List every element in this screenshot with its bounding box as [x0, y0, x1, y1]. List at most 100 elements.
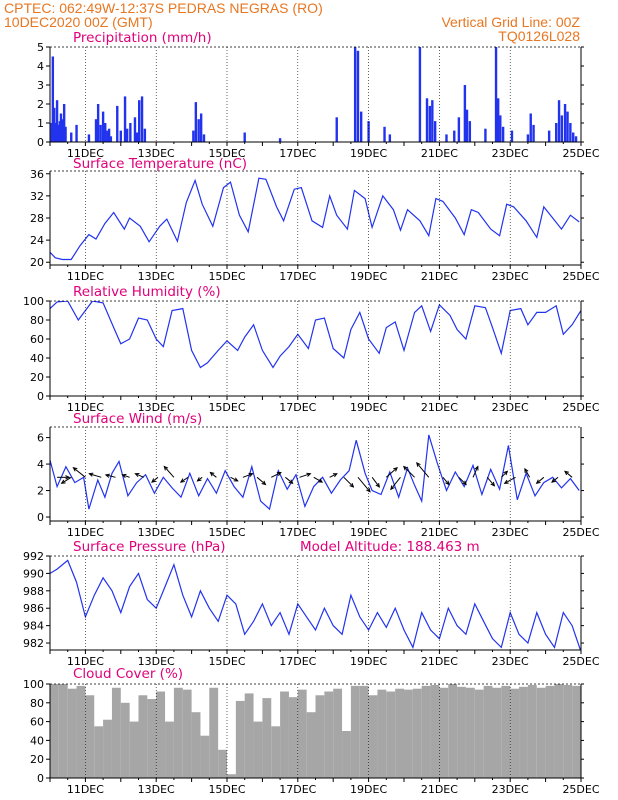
wind-vector-head [65, 475, 71, 480]
x-tick-label: 23DEC [492, 147, 529, 160]
wind-vector-shaft [135, 473, 145, 478]
cloud-bar [448, 684, 458, 778]
wind-vector [535, 476, 545, 485]
precip-bar [125, 128, 129, 142]
precip-bar [107, 128, 111, 142]
y-tick-label: 100 [23, 295, 44, 308]
precip-bar [140, 96, 144, 142]
wind-vector-shaft [242, 473, 253, 478]
x-tick-label: 11DEC [67, 655, 104, 668]
x-tick-label: 11DEC [67, 526, 104, 539]
cloud-bar [209, 687, 219, 778]
y-tick-label: 28 [30, 212, 44, 225]
wind-vector-head [163, 465, 169, 471]
x-tick-label: 15DEC [208, 401, 245, 414]
precip-bar [101, 111, 105, 142]
wind-vector-shaft [163, 466, 175, 478]
wind-vector-shaft [536, 476, 545, 484]
wind-vector-shaft [61, 476, 72, 484]
wind-vector-shaft [89, 473, 102, 478]
wind-vector [357, 476, 371, 493]
x-tick-label: 11DEC [67, 147, 104, 160]
cloud-bar [200, 735, 210, 778]
y-tick-label: 40 [30, 352, 44, 365]
wind-vector-shaft [122, 474, 130, 478]
wind-vector-head [72, 466, 78, 472]
series-line [50, 559, 581, 650]
precip-bar [94, 119, 98, 142]
y-tick-label: 60 [30, 333, 44, 346]
precip-bar [109, 136, 113, 142]
x-tick-label: 15DEC [208, 526, 245, 539]
x-tick-label: 25DEC [562, 526, 599, 539]
precip-bar [194, 102, 198, 142]
cloud-bar [94, 726, 104, 778]
precip-bar [143, 128, 147, 142]
panel-5: 0 20 40 60 80 100 11DEC 13DEC 15DEC 17DEC 19DEC 21D… [23, 666, 600, 796]
precip-bar [463, 85, 467, 142]
wind-vector-shaft [371, 477, 380, 488]
wind-vector [313, 476, 324, 483]
x-tick-label: 17DEC [279, 655, 316, 668]
x-tick-label: 17DEC [279, 270, 316, 283]
x-tick-label: 13DEC [138, 270, 175, 283]
wind-vector [285, 476, 294, 485]
wind-vector [88, 472, 102, 478]
precip-bar [199, 113, 203, 142]
cloud-bar [510, 688, 520, 778]
precip-bar [197, 119, 200, 142]
wind-vector-shaft [180, 476, 189, 483]
cloud-bar [563, 684, 573, 778]
cloud-bar [306, 712, 316, 778]
precip-bar [135, 132, 139, 142]
y-tick-label: 20 [30, 371, 44, 384]
wind-vector [151, 476, 159, 483]
cloud-bar [492, 687, 502, 778]
precip-bar [569, 123, 572, 142]
y-tick-label: 2 [37, 98, 44, 111]
cloud-bar [483, 685, 493, 778]
precip-bar [529, 113, 532, 142]
wind-vector-shaft [458, 476, 467, 485]
wind-vector-shaft [500, 470, 508, 478]
precip-bar [572, 132, 575, 142]
precip-bar [356, 50, 360, 142]
wind-vector-head [551, 478, 557, 483]
cloud-bar [244, 693, 254, 778]
cloud-bar [572, 685, 581, 778]
wind-vector [371, 477, 381, 488]
panel-data [50, 177, 580, 261]
x-tick-label: 23DEC [492, 655, 529, 668]
y-tick-label: 80 [30, 314, 44, 327]
precip-bar [106, 130, 109, 142]
wind-vector-shaft [442, 476, 450, 485]
wind-vector [416, 462, 430, 478]
wind-vector-head [503, 470, 509, 476]
wind-vector-head [462, 480, 467, 486]
y-tick-label: 2 [37, 485, 44, 498]
precip-bar [510, 130, 514, 142]
precip-bar [202, 134, 206, 142]
y-tick-label: 1 [37, 117, 44, 130]
x-tick-label: 25DEC [562, 783, 599, 796]
x-tick-label: 21DEC [421, 655, 458, 668]
cloud-bar [288, 697, 298, 778]
wind-vector-shaft [73, 467, 86, 478]
cloud-bar [324, 691, 334, 778]
wind-vector [60, 476, 72, 484]
wind-vector [390, 476, 401, 491]
x-tick-label: 13DEC [138, 147, 175, 160]
cloud-bar [368, 695, 378, 778]
wind-vector [486, 476, 496, 487]
cloud-bar [58, 684, 68, 778]
precip-bar [453, 130, 456, 142]
wind-vector-head [445, 480, 450, 486]
y-tick-label: 80 [30, 697, 44, 710]
x-tick-label: 15DEC [208, 147, 245, 160]
y-tick-label: 982 [23, 637, 44, 650]
cloud-bar [350, 685, 360, 778]
wind-vector-shaft [504, 476, 516, 484]
x-tick-label: 17DEC [279, 526, 316, 539]
cloud-bar [465, 687, 475, 778]
cloud-bar [315, 695, 325, 778]
